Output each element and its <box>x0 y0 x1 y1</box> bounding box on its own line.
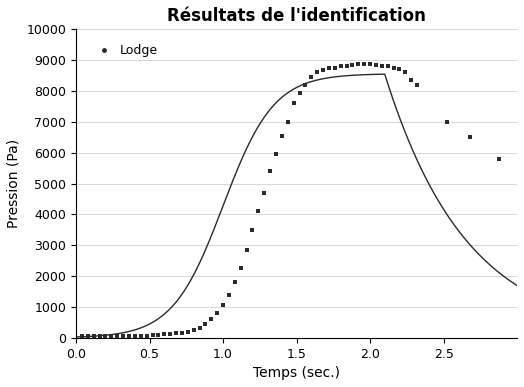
Point <box>78 333 86 339</box>
Point <box>148 332 157 338</box>
Point <box>366 61 374 67</box>
Point <box>325 65 333 71</box>
Point <box>137 333 145 339</box>
Point <box>313 69 321 75</box>
Title: Résultats de l'identification: Résultats de l'identification <box>167 7 426 25</box>
Point <box>101 333 110 339</box>
Point <box>378 63 386 69</box>
Point <box>143 332 151 339</box>
Point <box>130 333 139 339</box>
Point <box>243 247 251 253</box>
Point <box>466 134 474 140</box>
X-axis label: Temps (sec.): Temps (sec.) <box>253 366 340 380</box>
Point <box>231 279 239 285</box>
Y-axis label: Pression (Pa): Pression (Pa) <box>7 139 21 228</box>
Point <box>183 329 192 335</box>
Point <box>254 208 263 214</box>
Point <box>201 321 210 327</box>
Point <box>207 316 215 322</box>
Point <box>495 156 504 162</box>
Point <box>442 119 451 125</box>
Point <box>372 62 380 68</box>
Point <box>319 67 327 73</box>
Point <box>272 151 280 158</box>
Point <box>113 333 122 339</box>
Point <box>195 325 204 331</box>
Point <box>119 333 127 339</box>
Point <box>283 119 292 125</box>
Point <box>413 82 421 88</box>
Point <box>248 227 257 233</box>
Point <box>160 331 169 337</box>
Point <box>90 333 98 339</box>
Point <box>331 65 339 71</box>
Point <box>384 63 392 69</box>
Point <box>95 333 104 339</box>
Point <box>289 100 298 106</box>
Point <box>266 168 274 174</box>
Point <box>84 333 92 339</box>
Point <box>296 89 304 96</box>
Point <box>236 265 245 271</box>
Point <box>172 330 180 336</box>
Point <box>401 69 410 75</box>
Point <box>166 330 174 337</box>
Point <box>307 74 315 80</box>
Point <box>260 190 268 196</box>
Point <box>190 327 198 333</box>
Point <box>348 62 357 68</box>
Legend: Lodge: Lodge <box>86 39 163 62</box>
Point <box>395 66 403 72</box>
Point <box>336 63 345 69</box>
Point <box>342 63 351 69</box>
Point <box>219 302 227 308</box>
Point <box>154 332 162 338</box>
Point <box>178 329 186 336</box>
Point <box>354 61 363 67</box>
Point <box>407 77 416 83</box>
Point <box>389 65 398 71</box>
Point <box>125 333 133 339</box>
Point <box>360 61 368 67</box>
Point <box>213 310 222 316</box>
Point <box>225 291 233 298</box>
Point <box>301 82 310 88</box>
Point <box>107 333 116 339</box>
Point <box>278 133 286 139</box>
